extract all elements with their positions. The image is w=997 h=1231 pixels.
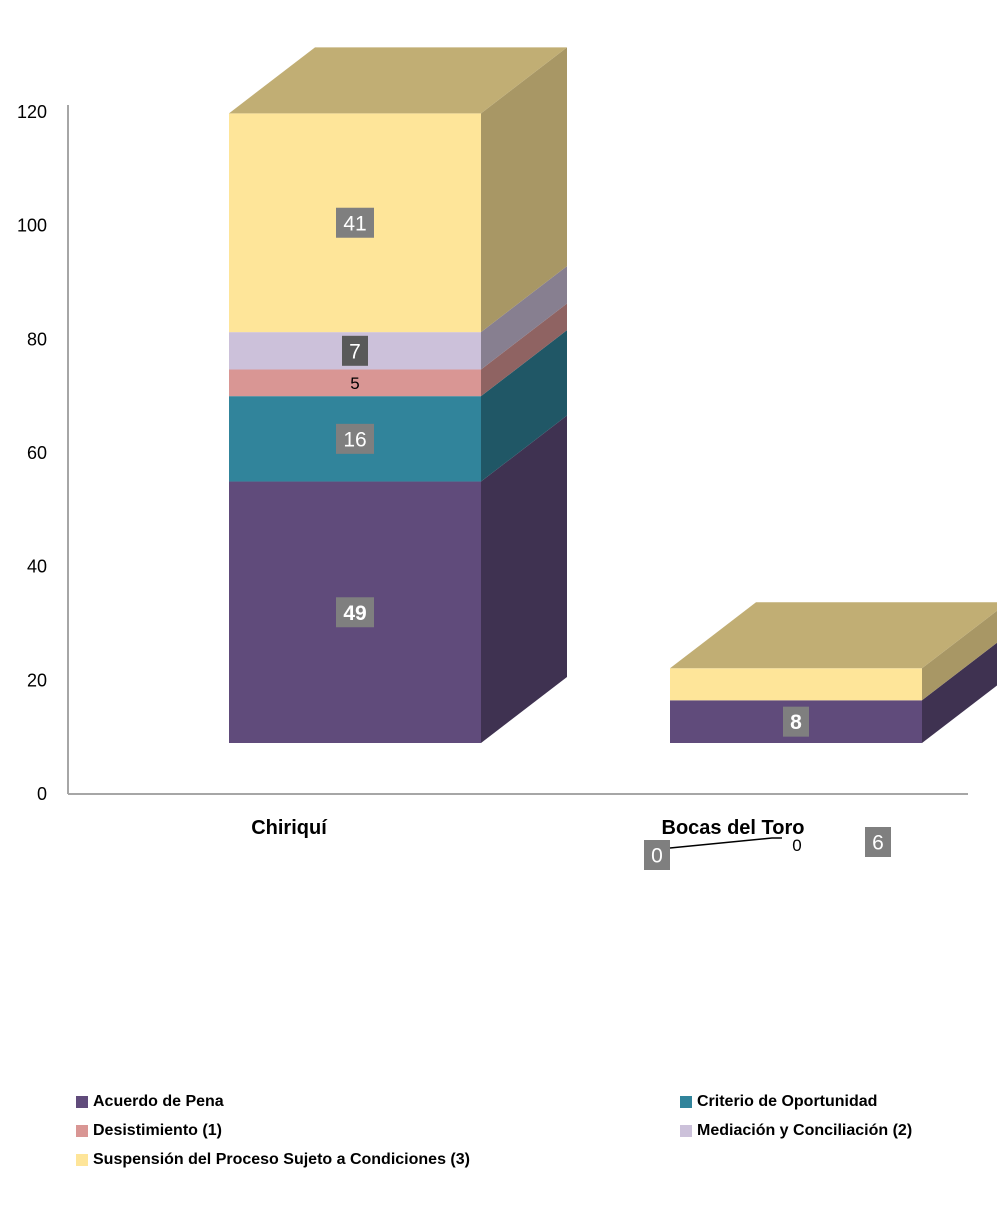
data-label: 41 <box>343 212 366 235</box>
leader-line <box>669 837 782 849</box>
data-label: 6 <box>872 832 884 855</box>
data-label-box <box>336 597 374 628</box>
category-label: Bocas del Toro <box>662 817 805 839</box>
y-tick-label: 80 <box>27 329 47 349</box>
data-label: 16 <box>343 428 366 451</box>
bar-side-face <box>922 642 997 743</box>
data-label-box <box>865 827 891 857</box>
category-label: Chiriquí <box>251 817 328 839</box>
bar-segment <box>670 668 922 701</box>
data-label: 0 <box>792 836 801 855</box>
bar-top-face <box>670 602 997 669</box>
data-label: 0 <box>651 845 663 868</box>
data-label-box <box>336 423 374 454</box>
bar-side-face <box>481 303 567 397</box>
bar-side-face <box>481 47 567 333</box>
y-tick-label: 60 <box>27 443 47 463</box>
data-label: 49 <box>343 602 366 625</box>
y-tick-label: 40 <box>27 557 47 577</box>
data-label: 8 <box>790 711 802 734</box>
y-tick-label: 0 <box>37 784 47 804</box>
bar-side-face <box>481 415 567 743</box>
data-label-box <box>342 335 368 366</box>
data-label: 7 <box>349 340 361 363</box>
data-label: 5 <box>350 374 359 393</box>
y-tick-label: 20 <box>27 670 47 690</box>
bar-side-face <box>481 266 567 370</box>
y-tick-label: 100 <box>17 216 47 236</box>
y-tick-label: 120 <box>17 102 47 122</box>
data-label-box <box>336 207 374 238</box>
chart-bars <box>229 47 997 743</box>
chart-axes: 0 20 40 60 80 100 120 Chiriquí Bocas del Toro <box>17 102 968 839</box>
bar-segment <box>229 369 481 397</box>
bar-side-face <box>481 330 567 482</box>
data-label-box <box>783 706 809 737</box>
bar-side-face <box>922 610 997 701</box>
bar-top-face <box>229 47 567 114</box>
chart-data-labels: 49 16 5 7 41 8 0 0 6 <box>336 207 891 870</box>
data-label-box <box>644 840 670 870</box>
